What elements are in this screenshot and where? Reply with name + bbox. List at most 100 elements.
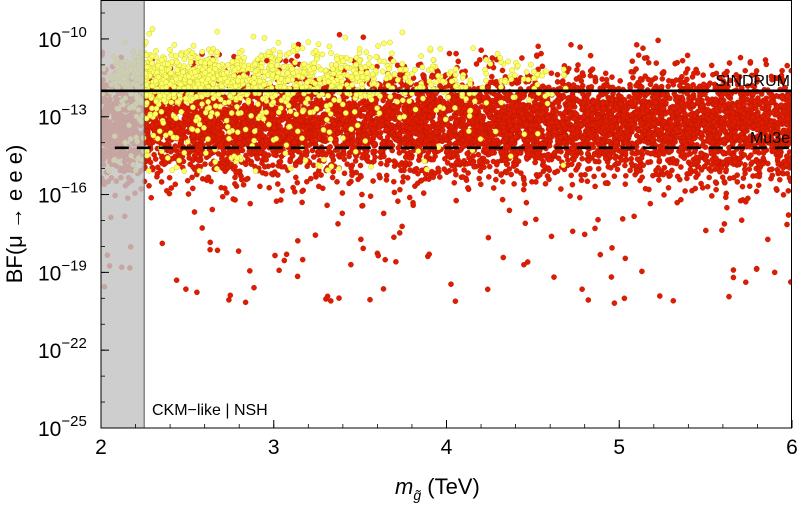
red-point: [283, 251, 290, 258]
red-point: [399, 178, 406, 185]
red-point: [371, 158, 377, 165]
red-point: [539, 63, 546, 70]
red-point: [287, 158, 293, 165]
red-point: [622, 255, 629, 262]
red-point: [726, 60, 733, 66]
red-point: [645, 59, 652, 66]
red-point: [611, 173, 618, 179]
red-point: [246, 268, 253, 274]
red-point: [639, 174, 646, 180]
red-point: [240, 181, 247, 188]
red-point: [700, 72, 707, 78]
red-point: [191, 209, 198, 215]
red-point: [425, 91, 432, 98]
red-point: [567, 193, 573, 199]
red-point: [207, 239, 213, 246]
red-point: [568, 42, 574, 48]
red-point: [294, 104, 301, 111]
red-point: [719, 227, 725, 233]
red-point: [359, 191, 365, 198]
red-point: [537, 171, 543, 178]
red-point: [522, 220, 529, 227]
red-point: [490, 158, 497, 165]
red-point: [760, 155, 767, 162]
red-point: [768, 93, 775, 100]
red-point: [762, 57, 769, 63]
red-point: [554, 71, 561, 78]
red-point: [263, 137, 270, 144]
red-point: [413, 165, 420, 172]
red-point: [274, 181, 281, 187]
red-point: [448, 281, 454, 288]
red-point: [492, 103, 499, 109]
red-point: [344, 161, 351, 167]
red-point: [759, 105, 765, 112]
red-point: [755, 182, 762, 188]
red-point: [163, 187, 170, 194]
red-point: [341, 170, 348, 177]
red-point: [780, 191, 787, 198]
red-point: [383, 177, 390, 183]
red-point: [336, 31, 343, 38]
red-point: [719, 174, 726, 180]
red-point: [577, 194, 583, 201]
red-point: [173, 277, 180, 284]
red-point: [535, 95, 542, 102]
red-point: [661, 133, 668, 140]
red-point: [546, 176, 552, 183]
red-point: [553, 108, 559, 114]
red-point: [484, 286, 491, 293]
red-point: [724, 204, 730, 211]
red-point: [406, 194, 413, 201]
red-point: [341, 151, 347, 157]
red-point: [706, 174, 713, 181]
red-point: [477, 181, 484, 188]
red-point: [499, 67, 506, 74]
red-point: [775, 161, 782, 167]
red-point: [242, 161, 249, 168]
red-point: [705, 82, 712, 89]
red-point: [499, 178, 506, 185]
red-point: [281, 257, 288, 264]
red-point: [666, 77, 672, 84]
red-point: [221, 106, 228, 112]
red-point: [375, 252, 382, 259]
red-point: [546, 84, 552, 91]
red-point: [577, 44, 583, 50]
red-point: [219, 193, 226, 200]
red-point: [370, 148, 376, 155]
red-point: [247, 200, 253, 207]
red-point: [595, 165, 602, 172]
red-point: [784, 62, 791, 69]
red-point: [359, 154, 365, 161]
red-point: [154, 164, 161, 171]
red-point: [370, 133, 377, 140]
red-point: [688, 94, 694, 100]
red-point: [698, 130, 705, 137]
red-point: [753, 188, 760, 195]
red-point: [674, 199, 681, 206]
red-point: [656, 177, 662, 183]
red-point: [623, 172, 629, 179]
red-point: [292, 162, 299, 169]
red-point: [400, 173, 407, 180]
red-point: [665, 83, 672, 90]
red-point: [242, 299, 249, 306]
red-point: [556, 103, 562, 110]
red-point: [396, 230, 403, 236]
red-point: [645, 140, 651, 146]
red-point: [628, 69, 635, 75]
red-point: [158, 179, 165, 185]
red-point: [294, 53, 301, 59]
red-point: [498, 171, 505, 177]
red-point: [633, 42, 640, 48]
red-point: [766, 166, 773, 173]
red-point: [785, 212, 792, 218]
red-point: [335, 220, 341, 227]
red-point: [329, 174, 336, 181]
red-point: [283, 58, 289, 64]
red-point: [589, 105, 596, 112]
red-point: [243, 107, 250, 114]
red-point: [612, 155, 619, 161]
